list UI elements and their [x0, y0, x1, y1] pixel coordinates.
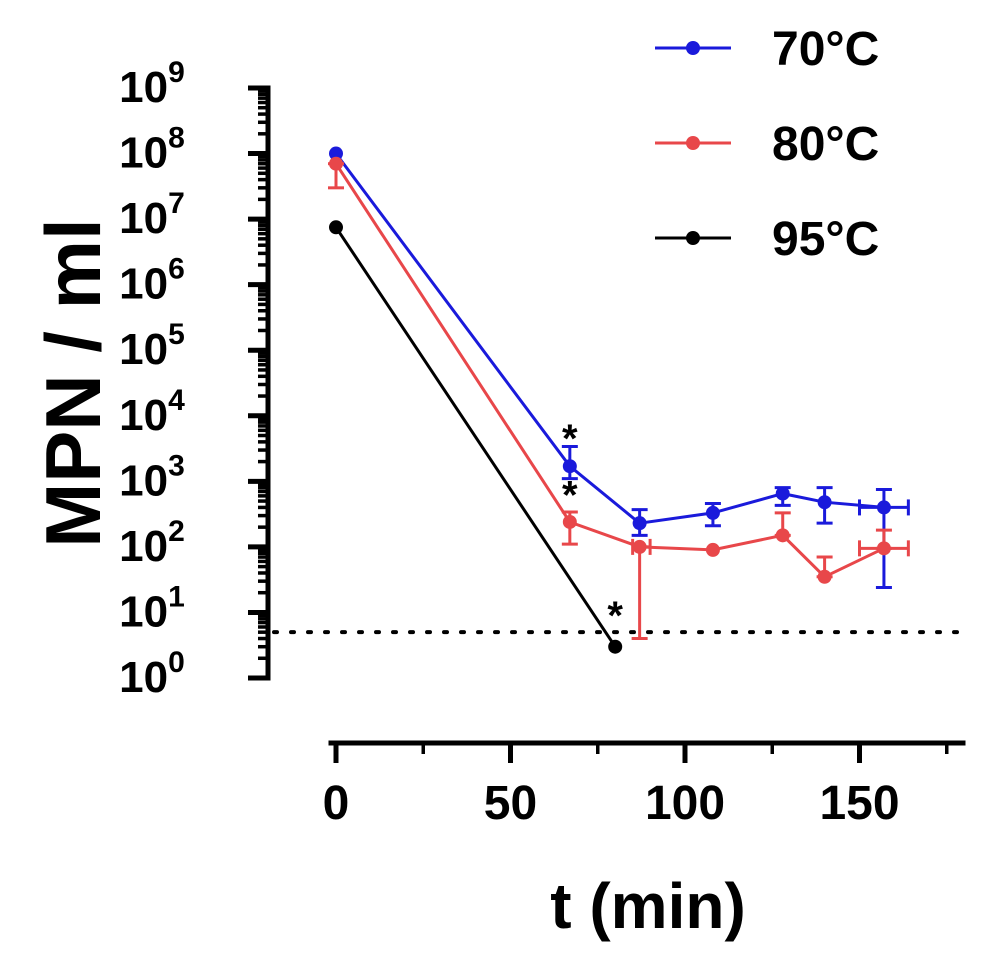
- x-tick-label: 150: [819, 777, 899, 830]
- series-2: [328, 156, 910, 641]
- y-tick-label: 100: [119, 646, 185, 702]
- x-tick-label: 50: [484, 777, 537, 830]
- y-tick-label: 104: [119, 384, 185, 440]
- axes-layer: 100 101 102 103 104 105 106 107 108 109 0 50 100 150 t…: [29, 56, 966, 942]
- y-tick-label: 108: [119, 122, 185, 178]
- legend-label: 70°C: [772, 23, 879, 76]
- y-tick-label: 103: [119, 449, 185, 505]
- x-tick-label: 100: [645, 777, 725, 830]
- series-1: [329, 146, 910, 590]
- y-tick-label: 109: [119, 56, 185, 112]
- y-tick-label: 107: [119, 187, 185, 243]
- y-tick-label: 102: [119, 515, 185, 571]
- data-point: [632, 516, 647, 531]
- y-tick-label: 101: [119, 580, 185, 636]
- legend-marker: [686, 136, 700, 150]
- data-point: [608, 639, 623, 654]
- series-line: [334, 152, 885, 525]
- data-point: [705, 542, 720, 557]
- series-line: [334, 226, 617, 648]
- legend-item: 95°C: [655, 213, 879, 266]
- data-point: [705, 505, 720, 520]
- data-point: [775, 528, 790, 543]
- annotation-layer: * * *: [562, 417, 623, 638]
- data-point: [329, 220, 343, 235]
- data-point: [817, 495, 832, 510]
- legend: 70°C 80°C 95°C: [655, 23, 879, 266]
- significance-marker: *: [607, 594, 623, 638]
- significance-marker: *: [562, 473, 578, 517]
- y-tick-label: 105: [119, 318, 185, 374]
- legend-item: 80°C: [655, 118, 879, 171]
- y-tick-label: 106: [119, 253, 185, 309]
- data-point: [329, 146, 343, 161]
- data-point: [876, 541, 891, 556]
- series-layer: [328, 146, 910, 654]
- x-tick-label: 0: [323, 777, 350, 830]
- legend-marker: [686, 41, 700, 55]
- data-point: [632, 539, 647, 554]
- data-point: [876, 500, 891, 515]
- x-axis-title: t (min): [550, 870, 746, 942]
- legend-label: 80°C: [772, 118, 879, 171]
- data-point: [817, 569, 832, 584]
- legend-label: 95°C: [772, 213, 879, 266]
- series-3: [329, 220, 623, 654]
- legend-marker: [686, 231, 700, 245]
- data-point: [562, 459, 577, 474]
- y-axis-title: MPN / ml: [29, 218, 117, 547]
- data-point: [775, 486, 790, 501]
- significance-marker: *: [562, 417, 578, 461]
- data-point: [329, 156, 343, 171]
- legend-item: 70°C: [655, 23, 879, 76]
- data-point: [562, 514, 577, 529]
